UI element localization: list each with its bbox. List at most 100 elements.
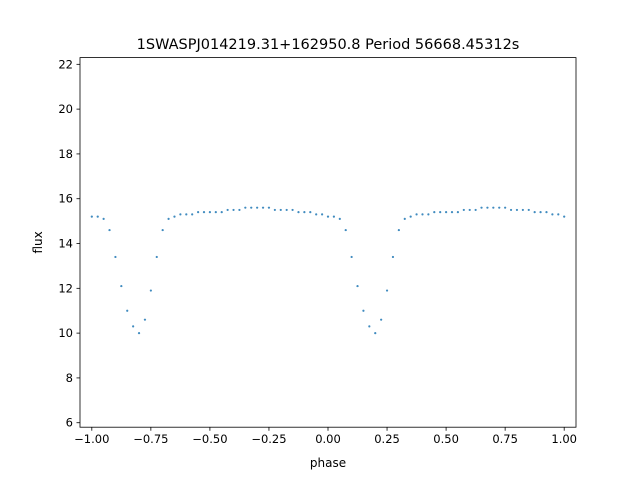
data-point [356,284,359,288]
x-tick-label: 1.00 [551,432,577,446]
y-tick-label: 14 [58,237,73,251]
data-point [433,211,436,214]
data-point [303,211,306,214]
data-point [155,255,158,259]
data-point [132,325,135,328]
x-tick-label: −0.50 [192,432,227,446]
data-point [143,318,147,321]
y-tick-label: 10 [58,326,73,340]
data-point [108,228,111,232]
y-tick-label: 8 [66,371,73,385]
data-point [563,215,566,218]
data-point [250,206,253,209]
data-point [385,289,389,292]
data-point [332,215,335,218]
data-point [197,211,200,214]
data-point [391,255,395,259]
y-tick-label: 20 [58,102,73,116]
y-tick-label: 18 [58,147,73,161]
data-point [297,211,300,214]
x-tick-label: −0.25 [251,432,286,446]
data-point [338,217,341,220]
data-point [439,211,442,214]
data-point [533,211,536,214]
data-point [504,206,507,209]
data-point [226,208,229,212]
data-point [161,228,164,232]
y-axis-label: flux [31,231,45,253]
data-point [374,332,377,335]
data-point [445,211,448,214]
data-point [427,213,430,216]
data-point [492,206,495,209]
x-tick-label: 0.25 [374,432,400,446]
data-point [362,309,365,312]
data-point [397,228,400,232]
chart-title: 1SWASPJ014219.31+162950.8 Period 56668.4… [137,37,520,53]
data-point [421,213,424,216]
x-tick-label: −1.00 [74,432,109,446]
data-point [120,284,123,288]
data-point [173,215,176,218]
data-point [315,213,318,216]
data-point [527,208,530,212]
data-point [403,217,406,220]
data-point [267,206,271,209]
data-point [326,215,330,218]
data-point [545,211,548,214]
data-point [256,206,259,209]
data-point [539,211,542,214]
data-point [486,206,489,209]
data-point [220,211,223,214]
data-point [350,255,353,259]
data-point [214,211,217,214]
data-point [515,208,519,212]
data-point [114,255,117,259]
data-point [238,208,241,212]
x-tick-label: −0.75 [133,432,168,446]
data-point [202,211,206,214]
data-point [185,213,188,216]
x-axis-ticks: −1.00 −0.75 −0.50 −0.25 0.00 0.25 0.50 0.75 1.00 [74,427,577,446]
x-tick-label: 0.50 [433,432,459,446]
data-point [126,309,129,312]
x-tick-label: 0.00 [315,432,341,446]
data-point [232,208,235,212]
data-point [450,211,454,214]
data-point [521,208,524,212]
data-point [380,318,383,321]
data-point [244,206,247,209]
data-point [415,213,418,216]
data-point [509,208,513,212]
x-tick-label: 0.75 [492,432,518,446]
data-point [462,208,465,212]
data-point [368,325,371,328]
data-point [279,208,282,212]
data-point [273,208,276,212]
data-point [96,215,99,218]
data-point [208,211,211,214]
data-point [90,215,93,218]
y-tick-label: 6 [66,416,73,430]
data-point [191,213,194,216]
data-point [321,213,324,216]
data-point [309,211,312,214]
y-tick-label: 22 [58,57,73,71]
data-point [285,208,288,212]
data-point [480,206,483,209]
data-point [261,206,265,209]
data-point [474,208,477,212]
data-point [137,332,141,335]
data-point [557,213,560,216]
data-point [291,208,294,212]
data-point [102,217,105,220]
data-point [551,213,554,216]
data-point [149,289,152,292]
data-point [468,208,471,212]
data-point [344,228,347,232]
data-point [179,213,182,216]
x-axis-label: phase [310,456,346,470]
y-tick-label: 16 [58,192,73,206]
